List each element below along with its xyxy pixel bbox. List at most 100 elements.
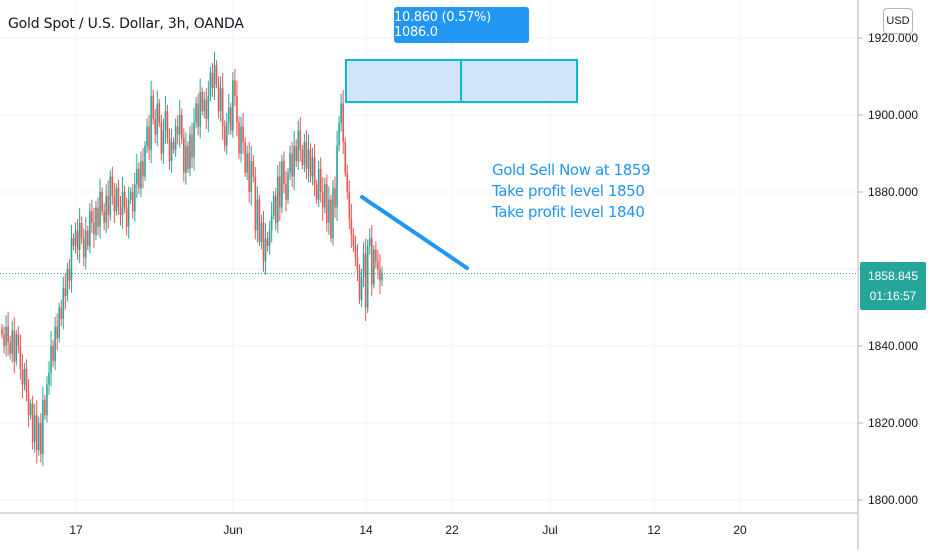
candle-body <box>323 184 326 208</box>
candle-body <box>33 415 36 443</box>
candle-body <box>197 103 199 127</box>
candle-body <box>240 126 242 154</box>
candle-body <box>87 230 89 246</box>
candle-body <box>70 238 73 281</box>
candle-body <box>72 238 75 246</box>
candle-body <box>209 72 212 96</box>
candle-body <box>9 342 11 354</box>
candle-body <box>46 384 48 416</box>
candle-body <box>354 245 357 258</box>
candle-body <box>191 134 193 158</box>
candle-body <box>84 230 87 258</box>
candle-body <box>121 192 124 216</box>
candle-body <box>232 80 234 131</box>
candle-body <box>142 161 144 177</box>
trade-note: Gold Sell Now at 1859 Take profit level … <box>492 160 651 223</box>
candle-body <box>115 188 118 212</box>
candle-body <box>301 149 304 166</box>
candle-body <box>336 145 338 208</box>
candle-body <box>60 307 63 320</box>
candle-body <box>317 168 320 200</box>
candle-body <box>162 130 165 154</box>
candle-body <box>330 199 332 239</box>
y-tick-label: 1800.000 <box>868 493 918 507</box>
candle-body <box>97 207 99 227</box>
candle-body <box>129 192 132 200</box>
candle-body <box>148 126 150 150</box>
x-tick-label: Jul <box>542 523 557 537</box>
candle-body <box>152 95 154 119</box>
candle-body <box>66 269 69 296</box>
candle-body <box>107 195 110 216</box>
candle-body <box>113 195 116 212</box>
candle-body <box>321 192 324 208</box>
candle-body <box>74 230 77 246</box>
candle-body <box>25 369 28 393</box>
candle-body <box>225 122 228 146</box>
candle-body <box>270 215 273 231</box>
candle-body <box>199 91 201 127</box>
candle-body <box>350 218 353 235</box>
candle-body <box>15 334 18 362</box>
candle-body <box>172 141 175 150</box>
candle-body <box>309 149 312 177</box>
candle-body <box>360 276 363 300</box>
y-tick-label: 1840.000 <box>868 339 918 353</box>
candle-body <box>366 245 369 308</box>
candle-body <box>138 168 140 189</box>
candle-body <box>58 307 61 339</box>
candle-body <box>311 157 314 177</box>
candle-body <box>193 122 195 158</box>
candle-body <box>364 253 367 308</box>
candle-body <box>23 369 26 385</box>
candle-body <box>313 157 316 185</box>
currency-button[interactable]: USD <box>883 8 913 34</box>
candle-body <box>195 103 197 123</box>
candle-body <box>123 192 126 208</box>
chart-title: Gold Spot / U.S. Dollar, 3h, OANDA <box>8 16 244 32</box>
candle-body <box>291 153 293 177</box>
candle-body <box>99 192 101 227</box>
candle-body <box>201 91 204 112</box>
candle-body <box>105 195 107 223</box>
candle-body <box>127 199 130 227</box>
candle-body <box>62 288 65 320</box>
candle-body <box>7 326 9 343</box>
last-price-tag: 1858.845 01:16:57 <box>860 262 926 310</box>
candle-body <box>64 288 67 296</box>
candle-body <box>44 399 46 416</box>
candle-body <box>183 138 185 173</box>
candle-body <box>289 153 291 173</box>
x-tick-label: 22 <box>445 523 459 537</box>
candle-body <box>227 107 230 123</box>
candle-body <box>370 238 373 285</box>
candle-body <box>52 346 54 362</box>
candle-body <box>303 141 306 166</box>
candle-body <box>319 168 322 192</box>
candle-body <box>248 153 251 192</box>
candle-body <box>13 330 16 362</box>
candle-body <box>146 126 148 146</box>
candle-body <box>189 134 191 169</box>
candle-layer <box>1 51 383 466</box>
candle-body <box>219 88 222 112</box>
candle-body <box>332 188 334 239</box>
x-tick-label: 20 <box>733 523 747 537</box>
candle-body <box>368 238 371 246</box>
candle-body <box>56 326 58 339</box>
candle-body <box>326 184 328 223</box>
candle-body <box>125 207 128 227</box>
candle-body <box>262 222 265 262</box>
candle-body <box>344 141 347 173</box>
candle-body <box>178 115 181 135</box>
candle-body <box>91 211 93 223</box>
candle-body <box>117 188 120 208</box>
x-tick-label: 12 <box>647 523 661 537</box>
candle-body <box>93 222 95 235</box>
candle-body <box>40 423 42 454</box>
price-range-measure-label: 10.860 (0.57%) 1086.0 <box>394 7 529 43</box>
candle-body <box>54 326 56 362</box>
note-line: Take profit level 1850 <box>492 182 645 200</box>
candle-body <box>266 238 269 246</box>
